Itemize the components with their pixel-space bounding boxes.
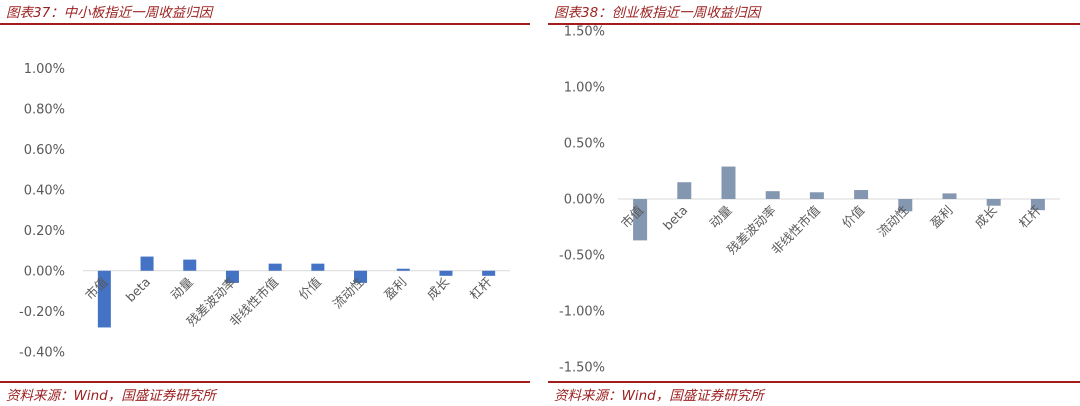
y-tick-label: 1.00% xyxy=(564,81,605,96)
y-tick-label: 0.50% xyxy=(564,137,605,152)
y-tick-label: -1.00% xyxy=(559,304,605,319)
x-tick-label: 盈利 xyxy=(927,203,955,231)
bar xyxy=(311,263,325,271)
y-tick-label: 1.50% xyxy=(564,25,605,40)
chart-title: 图表37：中小板指近一周收益归因 xyxy=(6,5,213,21)
source-rule xyxy=(0,381,530,383)
x-tick-label: 动量 xyxy=(706,203,734,231)
y-tick-label: 0.00% xyxy=(564,193,605,208)
bar xyxy=(898,199,913,212)
bar xyxy=(396,268,410,271)
chart-title: 图表38：创业板指近一周收益归因 xyxy=(554,5,761,21)
bar xyxy=(721,166,736,199)
x-tick-label: 流动性 xyxy=(330,274,367,311)
y-tick-label: 1.00% xyxy=(24,62,65,77)
right-bar-chart: -1.50%-1.00%-0.50%0.00%0.50%1.00%1.50%市值… xyxy=(559,25,1060,375)
title-rule xyxy=(548,23,1080,25)
y-tick-label: 0.40% xyxy=(24,183,65,198)
bar xyxy=(354,270,368,283)
source-rule xyxy=(548,381,1080,383)
y-tick-label: -0.50% xyxy=(559,248,605,263)
bar xyxy=(677,182,692,199)
y-tick-label: 0.00% xyxy=(24,264,65,279)
right-chart-panel: 图表38：创业板指近一周收益归因 -1.50% -1.00% -0.50% 0.00%… xyxy=(548,0,1080,406)
bar xyxy=(439,270,453,276)
y-tick-label: -0.40% xyxy=(19,345,65,360)
x-tick-label: 价值 xyxy=(296,274,324,302)
bar xyxy=(482,270,496,276)
x-tick-label: 杠杆 xyxy=(466,274,495,303)
x-tick-label: 动量 xyxy=(168,274,196,302)
y-tick-label: 0.60% xyxy=(24,143,65,158)
source-note: 资料来源：Wind，国盛证券研究所 xyxy=(6,388,216,404)
bar xyxy=(268,263,282,271)
bar xyxy=(1030,199,1045,211)
bar xyxy=(97,270,111,328)
source-note: 资料来源：Wind，国盛证券研究所 xyxy=(554,388,764,404)
bar xyxy=(986,199,1001,206)
y-tick-label: 0.80% xyxy=(24,102,65,117)
y-tick-label: 0.20% xyxy=(24,224,65,239)
bar xyxy=(854,190,869,199)
x-tick-label: 盈利 xyxy=(381,274,409,302)
bar xyxy=(225,270,239,283)
x-tick-label: 价值 xyxy=(839,203,867,231)
x-tick-label: beta xyxy=(660,203,691,234)
left-bar-chart: -0.40% -0.20% 0.00% 0.20% 0.40% 0.60% 0.80% 1.0… xyxy=(19,62,510,360)
title-rule xyxy=(0,23,530,25)
x-tick-label: beta xyxy=(123,274,154,305)
bar xyxy=(140,256,154,271)
bar xyxy=(765,191,780,199)
x-tick-label: 成长 xyxy=(424,274,453,303)
y-tick-label: -0.20% xyxy=(19,305,65,320)
bar xyxy=(183,259,197,271)
bar xyxy=(942,193,957,199)
bar xyxy=(809,192,824,199)
y-tick-label: -1.50% xyxy=(559,360,605,375)
left-chart-panel: 图表37：中小板指近一周收益归因 -0.40% -0.20% 0.00% 0.20% 0… xyxy=(0,0,530,406)
x-tick-label: 流动性 xyxy=(874,203,911,240)
bar xyxy=(633,199,648,241)
x-tick-label: 成长 xyxy=(972,202,1001,231)
